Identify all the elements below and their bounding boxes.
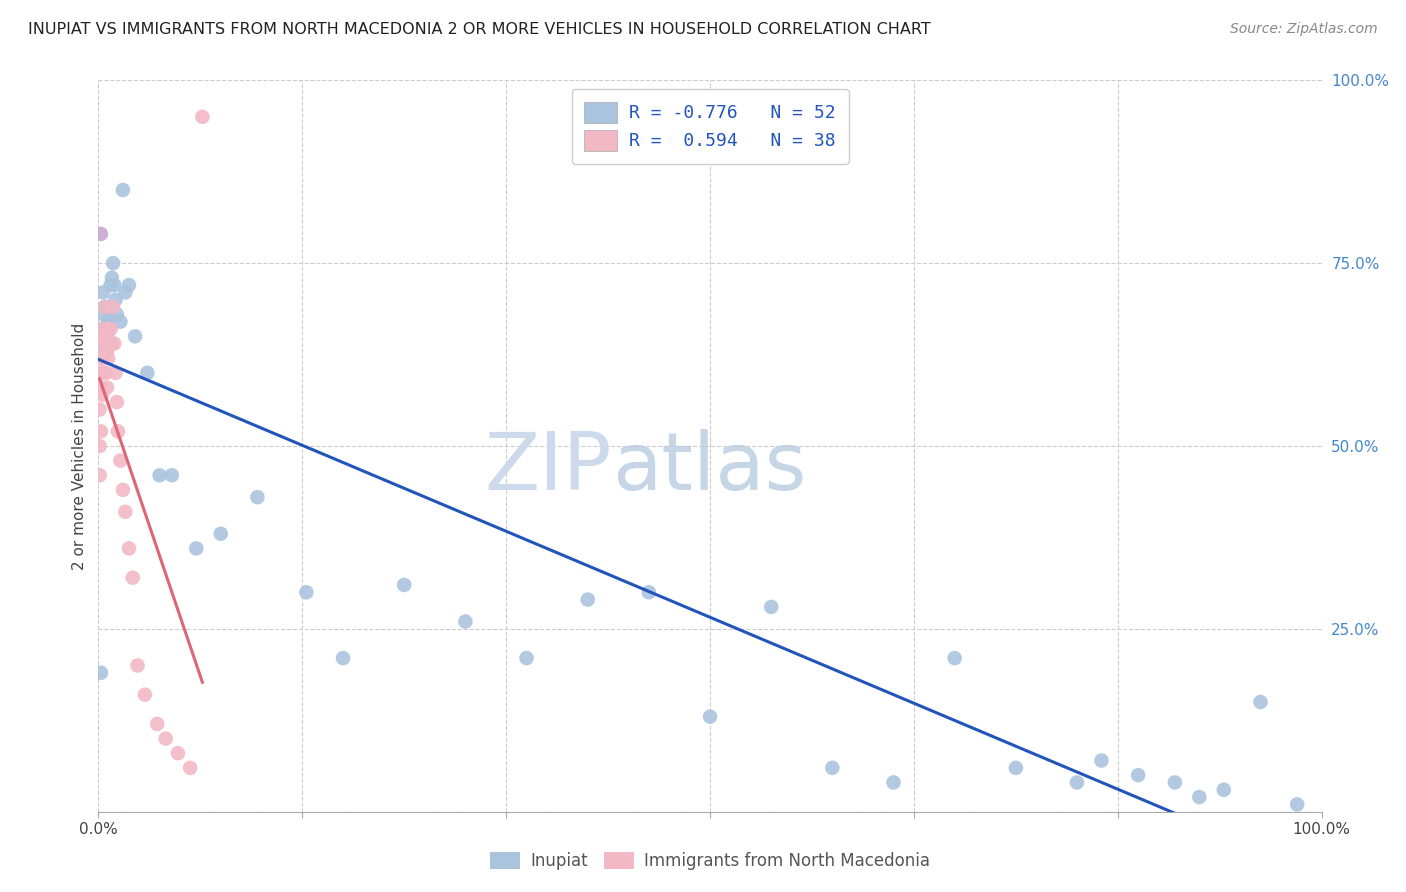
Point <box>101 256 124 270</box>
Point <box>114 505 136 519</box>
Point <box>98 322 121 336</box>
Legend: Inupiat, Immigrants from North Macedonia: Inupiat, Immigrants from North Macedonia <box>484 845 936 877</box>
Point <box>638 585 661 599</box>
Point <box>121 571 143 585</box>
Point <box>90 227 112 241</box>
Point <box>91 388 114 402</box>
Text: INUPIAT VS IMMIGRANTS FROM NORTH MACEDONIA 2 OR MORE VEHICLES IN HOUSEHOLD CORRE: INUPIAT VS IMMIGRANTS FROM NORTH MACEDON… <box>28 22 931 37</box>
Point <box>1188 790 1211 805</box>
Point <box>89 402 111 417</box>
Point <box>127 658 149 673</box>
Point <box>821 761 844 775</box>
Point <box>332 651 354 665</box>
Point <box>89 439 111 453</box>
Point <box>89 468 111 483</box>
Point <box>96 329 118 343</box>
Point <box>97 315 120 329</box>
Point <box>179 761 201 775</box>
Point <box>89 366 111 380</box>
Point <box>91 307 114 321</box>
Point <box>515 651 537 665</box>
Point <box>90 351 112 366</box>
Point <box>134 688 156 702</box>
Point <box>91 322 114 336</box>
Point <box>107 425 129 439</box>
Point <box>155 731 177 746</box>
Point <box>1066 775 1088 789</box>
Point <box>94 343 117 358</box>
Y-axis label: 2 or more Vehicles in Household: 2 or more Vehicles in Household <box>72 322 87 570</box>
Point <box>191 110 214 124</box>
Point <box>1164 775 1187 789</box>
Point <box>1090 754 1112 768</box>
Point <box>209 526 232 541</box>
Point <box>91 322 114 336</box>
Point <box>699 709 721 723</box>
Point <box>149 468 172 483</box>
Point <box>110 315 132 329</box>
Point <box>146 717 169 731</box>
Point <box>93 329 115 343</box>
Point <box>91 336 114 351</box>
Point <box>104 293 127 307</box>
Point <box>91 366 114 380</box>
Point <box>94 366 117 380</box>
Point <box>114 285 136 300</box>
Point <box>100 307 122 321</box>
Point <box>576 592 599 607</box>
Point <box>105 395 128 409</box>
Point <box>186 541 208 556</box>
Point <box>100 322 122 336</box>
Point <box>136 366 159 380</box>
Point <box>94 322 117 336</box>
Point <box>105 307 128 321</box>
Point <box>97 351 120 366</box>
Point <box>98 336 121 351</box>
Point <box>96 380 118 394</box>
Point <box>118 541 141 556</box>
Point <box>160 468 183 483</box>
Point <box>124 329 146 343</box>
Point <box>91 351 114 366</box>
Point <box>101 336 124 351</box>
Point <box>118 278 141 293</box>
Point <box>1286 797 1309 812</box>
Text: ZIP: ZIP <box>485 429 612 507</box>
Point <box>91 285 114 300</box>
Point <box>392 578 416 592</box>
Text: Source: ZipAtlas.com: Source: ZipAtlas.com <box>1230 22 1378 37</box>
Text: atlas: atlas <box>612 429 807 507</box>
Point <box>1212 782 1234 797</box>
Point <box>90 665 112 680</box>
Point <box>93 300 115 314</box>
Point <box>110 453 132 467</box>
Point <box>96 300 118 314</box>
Point <box>1004 761 1026 775</box>
Point <box>246 490 269 504</box>
Point <box>761 599 783 614</box>
Point <box>96 343 118 358</box>
Point <box>101 300 124 314</box>
Point <box>90 380 112 394</box>
Point <box>93 300 115 314</box>
Point <box>454 615 477 629</box>
Point <box>1128 768 1150 782</box>
Point <box>101 270 124 285</box>
Point <box>111 483 134 497</box>
Point <box>93 329 115 343</box>
Point <box>104 366 127 380</box>
Point <box>90 425 112 439</box>
Point <box>103 278 125 293</box>
Point <box>167 746 190 760</box>
Point <box>100 278 122 293</box>
Point <box>943 651 966 665</box>
Point <box>111 183 134 197</box>
Point <box>103 336 125 351</box>
Point <box>91 336 114 351</box>
Point <box>883 775 905 789</box>
Point <box>1249 695 1271 709</box>
Point <box>295 585 318 599</box>
